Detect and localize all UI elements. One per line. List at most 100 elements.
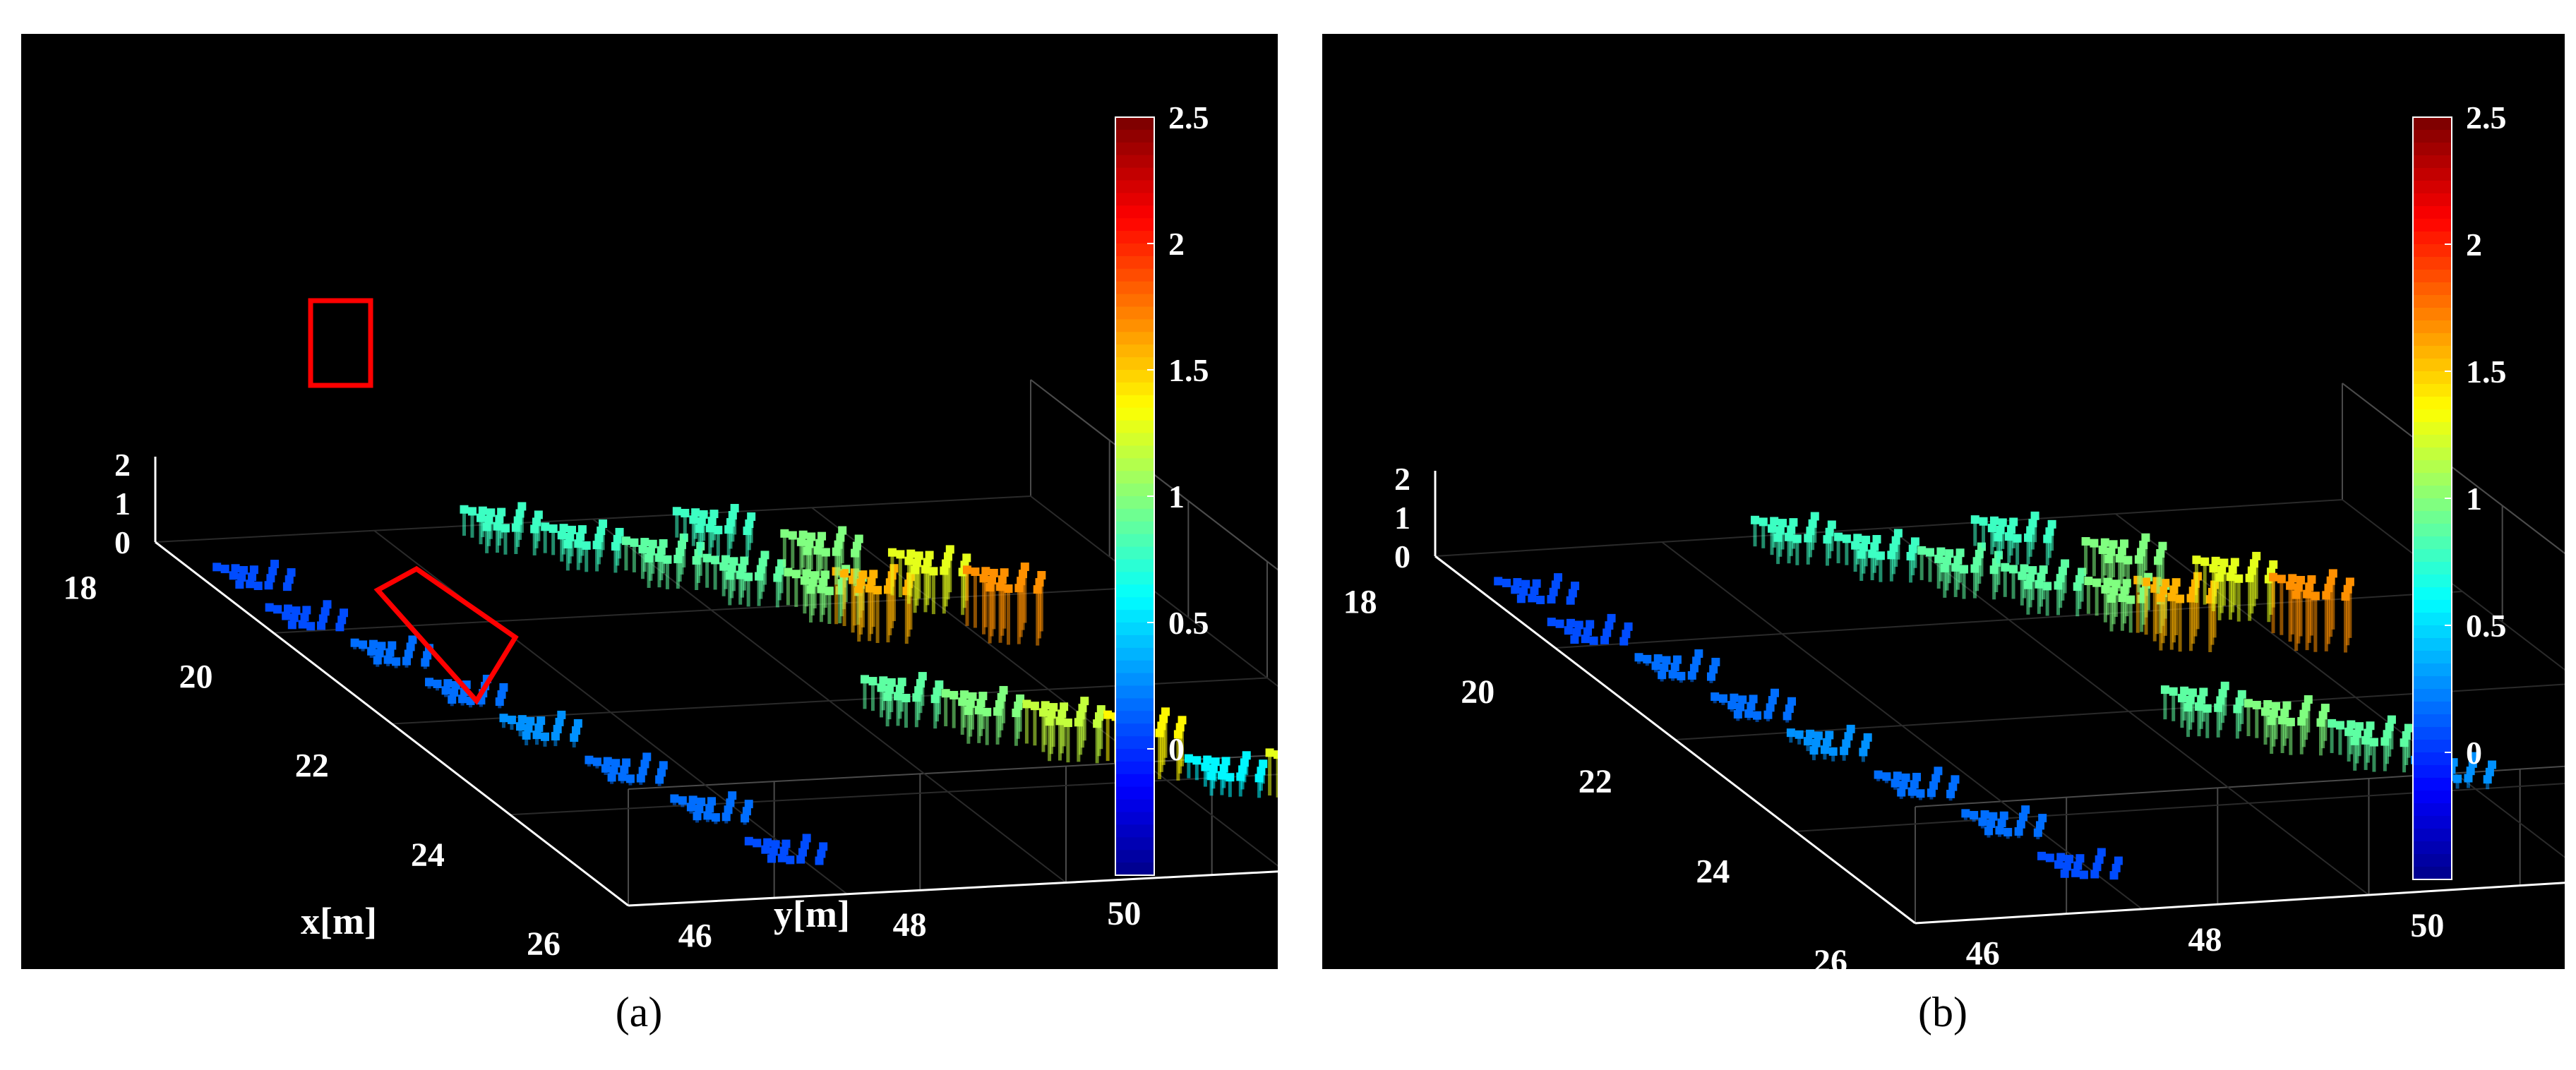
data-point bbox=[1096, 705, 1106, 714]
colorbar-segment bbox=[2413, 308, 2452, 321]
data-point bbox=[1810, 512, 1819, 521]
data-point bbox=[266, 574, 275, 583]
data-point bbox=[1749, 695, 1758, 704]
data-point bbox=[1653, 654, 1663, 663]
data-point bbox=[1589, 636, 1598, 645]
floor-grid-line bbox=[1915, 882, 2565, 924]
data-point bbox=[350, 638, 359, 647]
colorbar-segment bbox=[2413, 791, 2452, 804]
x-tick-label: 26 bbox=[1814, 943, 1847, 969]
data-point bbox=[273, 605, 282, 614]
chart-plot-a: 18202224264648505254012x[m]y[m]2.521.510… bbox=[63, 100, 1278, 963]
data-point bbox=[2200, 557, 2210, 566]
z-tick-label: 2 bbox=[1394, 461, 1410, 497]
colorbar-segment bbox=[1115, 824, 1154, 838]
data-point bbox=[642, 752, 652, 762]
data-point bbox=[1778, 519, 1787, 528]
data-point bbox=[1711, 657, 1720, 666]
data-point bbox=[1951, 775, 1960, 784]
colorbar-segment bbox=[2413, 727, 2452, 740]
data-point bbox=[1876, 551, 1885, 560]
colorbar-segment bbox=[2413, 854, 2452, 867]
data-point bbox=[2404, 723, 2413, 733]
data-point bbox=[1536, 596, 1545, 605]
floor-grid-line bbox=[2342, 499, 2565, 671]
data-point bbox=[249, 565, 258, 575]
data-point bbox=[1530, 587, 1539, 596]
data-point bbox=[317, 621, 326, 630]
data-point bbox=[925, 551, 934, 560]
data-point bbox=[2095, 855, 2104, 864]
colorbar-segment bbox=[1115, 837, 1154, 851]
data-point bbox=[2272, 702, 2281, 711]
y-tick-label: 46 bbox=[1966, 934, 2000, 969]
data-point bbox=[1979, 517, 1988, 526]
data-point bbox=[1063, 719, 1072, 728]
colorbar-segment bbox=[2413, 371, 2452, 385]
data-point bbox=[1080, 697, 1089, 706]
data-point bbox=[2081, 536, 2090, 546]
data-point bbox=[1961, 809, 1970, 818]
data-point bbox=[337, 615, 347, 625]
colorbar-segment bbox=[1115, 799, 1154, 813]
data-point bbox=[585, 755, 594, 764]
data-point bbox=[1511, 585, 1520, 594]
data-point bbox=[897, 678, 906, 687]
data-point bbox=[2084, 576, 2093, 585]
x-tick-label: 26 bbox=[527, 925, 561, 963]
data-point bbox=[2385, 722, 2394, 731]
data-point bbox=[460, 505, 469, 514]
data-point bbox=[1795, 730, 1804, 739]
colorbar-segment bbox=[2413, 244, 2452, 258]
colorbar-tick-label: 0 bbox=[1168, 731, 1185, 767]
data-point bbox=[2075, 854, 2085, 863]
data-point bbox=[1814, 731, 1823, 740]
data-point bbox=[231, 564, 240, 573]
data-point bbox=[681, 508, 690, 517]
grid-line bbox=[1915, 765, 2565, 807]
colorbar-tick-label: 0.5 bbox=[2466, 608, 2507, 644]
data-point bbox=[2009, 517, 2018, 527]
annotation-box bbox=[373, 565, 519, 705]
data-point bbox=[2045, 853, 2054, 862]
data-point bbox=[678, 796, 687, 805]
data-point bbox=[537, 716, 546, 726]
data-point bbox=[2296, 576, 2306, 585]
data-point bbox=[721, 555, 730, 564]
data-point bbox=[1549, 587, 1558, 596]
data-point bbox=[1566, 596, 1575, 605]
data-point bbox=[499, 683, 508, 692]
data-point bbox=[989, 568, 998, 577]
data-point bbox=[1989, 516, 1999, 525]
data-point bbox=[825, 587, 834, 596]
data-point bbox=[796, 855, 805, 864]
data-point bbox=[2366, 721, 2375, 731]
data-point bbox=[425, 678, 434, 687]
data-point bbox=[2219, 558, 2229, 567]
colorbar-segment bbox=[1115, 623, 1154, 636]
data-point bbox=[2237, 690, 2246, 699]
data-point bbox=[306, 622, 316, 631]
data-point bbox=[2328, 719, 2337, 728]
data-point bbox=[2142, 577, 2151, 587]
data-point bbox=[270, 560, 280, 569]
data-point bbox=[1242, 751, 1251, 760]
colorbar-segment bbox=[1115, 193, 1154, 207]
data-point bbox=[670, 794, 679, 803]
data-point bbox=[1730, 693, 1739, 702]
grid-line bbox=[2342, 383, 2565, 555]
colorbar-segment bbox=[1115, 395, 1154, 409]
data-point bbox=[1711, 692, 1720, 702]
data-point bbox=[1925, 548, 1934, 557]
colorbar-segment bbox=[2413, 714, 2452, 728]
data-point bbox=[728, 791, 737, 800]
data-point bbox=[2109, 871, 2119, 880]
data-point bbox=[1274, 750, 1278, 759]
data-point bbox=[287, 620, 296, 630]
colorbar-segment bbox=[1115, 584, 1154, 599]
data-point bbox=[2355, 722, 2364, 731]
z-tick-label: 0 bbox=[114, 524, 131, 560]
data-point bbox=[1662, 656, 1671, 665]
data-point bbox=[2252, 700, 2261, 709]
colorbar-segment bbox=[2413, 867, 2452, 880]
